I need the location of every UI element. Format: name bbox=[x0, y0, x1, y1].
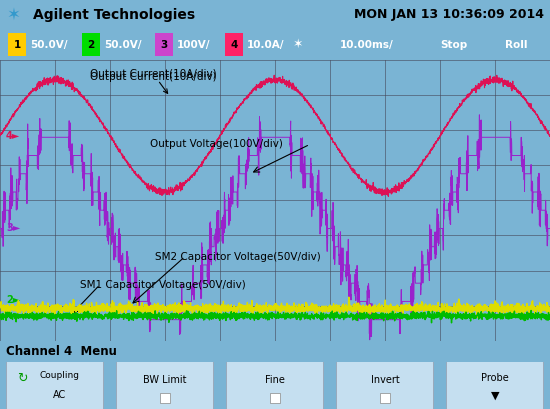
Text: Roll: Roll bbox=[505, 40, 527, 50]
Text: Channel 4  Menu: Channel 4 Menu bbox=[6, 345, 117, 358]
Text: SM2 Capacitor Voltage(50V/div): SM2 Capacitor Voltage(50V/div) bbox=[155, 252, 321, 261]
FancyBboxPatch shape bbox=[337, 321, 433, 409]
Text: 3►: 3► bbox=[6, 223, 20, 234]
Bar bbox=[160, 393, 170, 403]
Text: 50.0V/: 50.0V/ bbox=[30, 40, 68, 50]
FancyBboxPatch shape bbox=[7, 321, 103, 409]
Text: Fine: Fine bbox=[265, 375, 285, 385]
FancyBboxPatch shape bbox=[227, 321, 323, 409]
Text: 100V/: 100V/ bbox=[177, 40, 211, 50]
Text: 2►: 2► bbox=[6, 295, 20, 305]
Text: ✶: ✶ bbox=[7, 6, 21, 24]
Text: SM1 Capacitor Voltage(50V/div): SM1 Capacitor Voltage(50V/div) bbox=[80, 280, 246, 290]
Text: 2: 2 bbox=[87, 40, 95, 50]
Bar bbox=[270, 393, 280, 403]
Text: 10.00ms/: 10.00ms/ bbox=[340, 40, 394, 50]
Text: AC: AC bbox=[53, 390, 67, 400]
Text: BW Limit: BW Limit bbox=[143, 375, 187, 385]
Text: ✶: ✶ bbox=[293, 38, 303, 51]
Text: Output Voltage(100V/div): Output Voltage(100V/div) bbox=[150, 139, 283, 149]
Text: 4►: 4► bbox=[6, 131, 20, 141]
Text: Probe: Probe bbox=[481, 373, 509, 383]
Text: Agilent Technologies: Agilent Technologies bbox=[33, 8, 195, 22]
Text: ↻: ↻ bbox=[18, 372, 28, 385]
Text: ▼: ▼ bbox=[491, 391, 499, 401]
Text: MON JAN 13 10:36:09 2014: MON JAN 13 10:36:09 2014 bbox=[355, 8, 544, 21]
FancyBboxPatch shape bbox=[447, 321, 543, 409]
Text: Stop: Stop bbox=[440, 40, 467, 50]
Bar bbox=[8, 33, 26, 56]
Text: Invert: Invert bbox=[371, 375, 399, 385]
FancyBboxPatch shape bbox=[117, 321, 213, 409]
Bar bbox=[82, 33, 100, 56]
Text: 3: 3 bbox=[161, 40, 168, 50]
Text: 4: 4 bbox=[230, 40, 238, 50]
Text: 50.0V/: 50.0V/ bbox=[104, 40, 141, 50]
Bar bbox=[225, 33, 243, 56]
Bar bbox=[155, 33, 173, 56]
Text: 1: 1 bbox=[13, 40, 21, 50]
Text: 10.0A/: 10.0A/ bbox=[247, 40, 284, 50]
Text: Output Current(10A/div): Output Current(10A/div) bbox=[90, 69, 217, 93]
Bar bbox=[380, 393, 390, 403]
Text: Coupling: Coupling bbox=[40, 371, 80, 380]
Text: Output Current(10A/div): Output Current(10A/div) bbox=[90, 72, 217, 82]
